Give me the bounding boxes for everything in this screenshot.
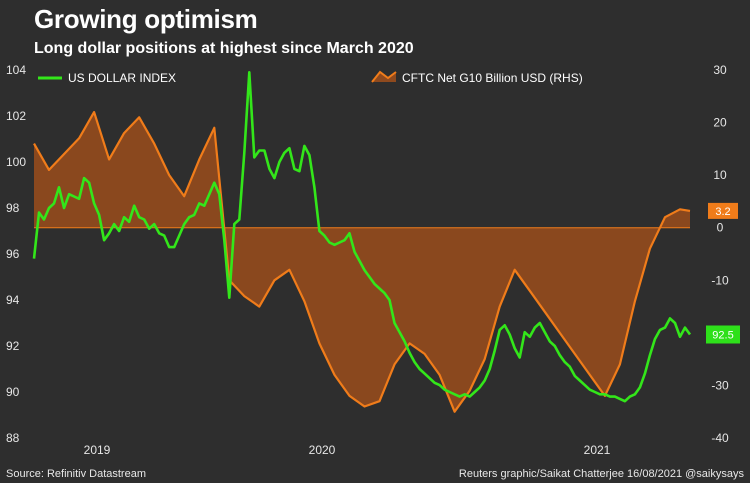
cftc-line — [33, 111, 691, 413]
legend-label-usd: US DOLLAR INDEX — [68, 71, 176, 85]
right-tick-label: 20 — [713, 116, 727, 130]
right-tick-label: 30 — [713, 63, 727, 77]
x-axis: 2019 2020 2021 — [84, 443, 611, 457]
usd-end-value: 92.5 — [712, 330, 733, 342]
legend-label-cftc: CFTC Net G10 Billion USD (RHS) — [402, 71, 583, 85]
left-tick-label: 96 — [6, 247, 20, 261]
left-tick-label: 98 — [6, 201, 20, 215]
end-value-badges: 3.2 92.5 — [706, 202, 740, 344]
usd-end-badge — [706, 325, 740, 344]
x-tick-label: 2019 — [84, 443, 111, 457]
cftc-end-badge — [708, 202, 738, 219]
usd-index-line — [32, 71, 692, 403]
left-tick-label: 92 — [6, 339, 20, 353]
x-tick-label: 2020 — [309, 443, 336, 457]
left-tick-label: 90 — [6, 385, 20, 399]
left-tick-label: 100 — [6, 155, 26, 169]
left-axis: 104 102 100 98 96 94 92 90 88 — [6, 63, 26, 445]
left-tick-label: 102 — [6, 109, 26, 123]
left-tick-label: 104 — [6, 63, 26, 77]
right-tick-label: -40 — [711, 431, 729, 445]
left-tick-label: 88 — [6, 431, 20, 445]
right-tick-label: 0 — [717, 221, 724, 235]
legend: US DOLLAR INDEX CFTC Net G10 Billion USD … — [38, 70, 583, 85]
legend-swatch-cftc-line — [371, 70, 397, 83]
chart-subtitle: Long dollar positions at highest since M… — [34, 40, 414, 57]
plot-area — [32, 71, 692, 413]
right-tick-label: -30 — [711, 378, 729, 392]
right-tick-label: 10 — [713, 168, 727, 182]
credit-note: Reuters graphic/Saikat Chatterjee 16/08/… — [458, 468, 744, 480]
right-tick-label: -10 — [711, 273, 729, 287]
cftc-end-value: 3.2 — [715, 206, 730, 218]
x-tick-label: 2021 — [584, 443, 611, 457]
left-tick-label: 94 — [6, 293, 20, 307]
chart-title: Growing optimism — [34, 4, 258, 34]
source-note: Source: Refinitiv Datastream — [6, 468, 146, 480]
cftc-area — [34, 112, 690, 412]
